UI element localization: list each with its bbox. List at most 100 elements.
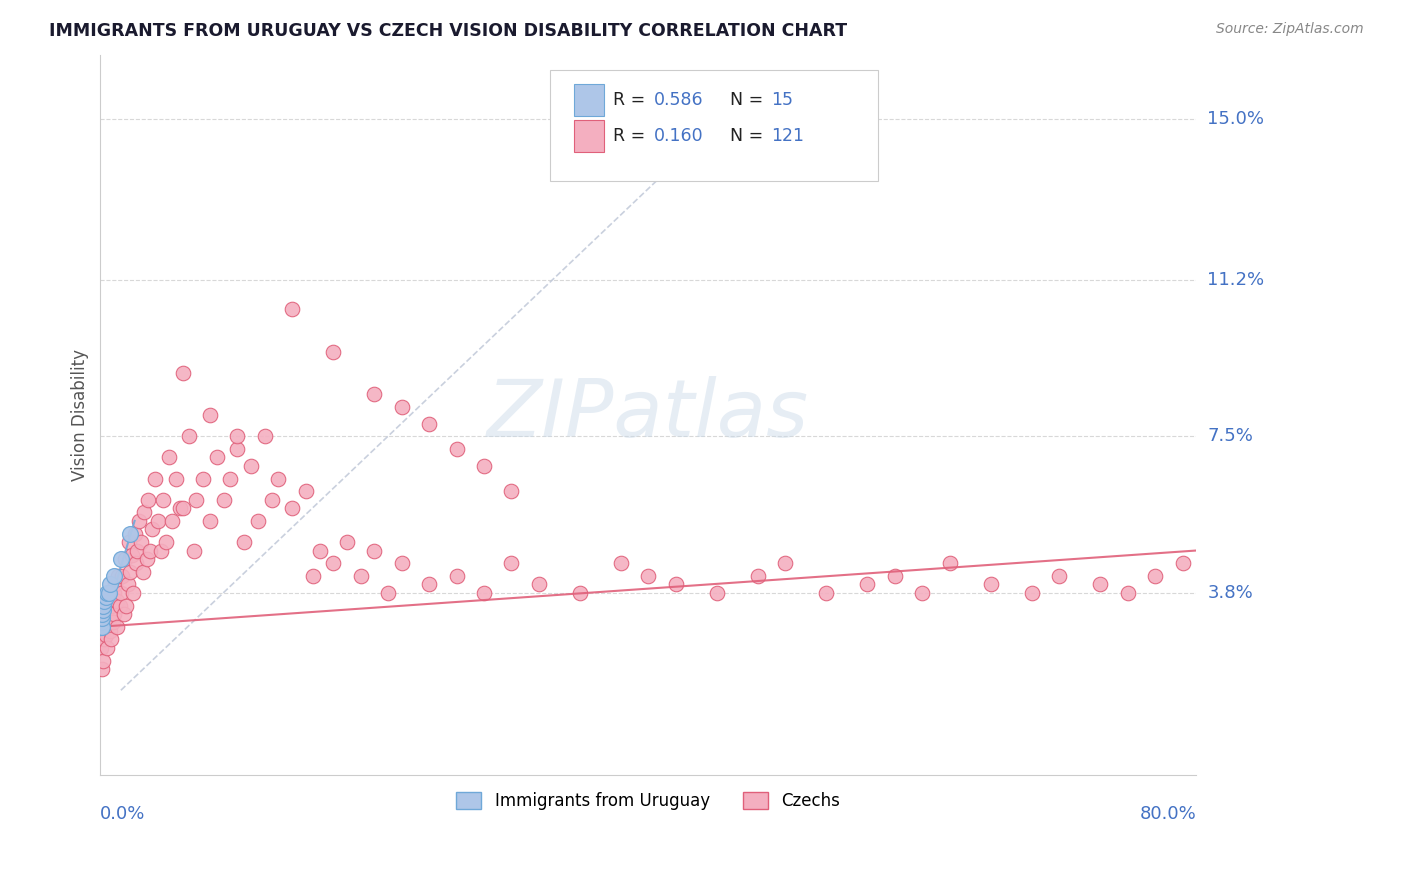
Point bbox=[96, 594, 118, 608]
Point bbox=[90, 628, 112, 642]
Point bbox=[1171, 556, 1194, 570]
Point bbox=[322, 556, 344, 570]
Point bbox=[125, 556, 148, 570]
Point bbox=[120, 526, 142, 541]
Point bbox=[124, 526, 146, 541]
Point bbox=[101, 615, 124, 630]
Bar bbox=[574, 120, 605, 153]
Point bbox=[96, 586, 118, 600]
Point bbox=[527, 577, 550, 591]
Point bbox=[110, 552, 132, 566]
Point bbox=[90, 611, 112, 625]
Point bbox=[883, 569, 905, 583]
Point bbox=[143, 471, 166, 485]
Point bbox=[149, 543, 172, 558]
Point bbox=[108, 599, 131, 613]
Point bbox=[472, 586, 495, 600]
Point bbox=[446, 569, 468, 583]
Point bbox=[128, 514, 150, 528]
Point bbox=[226, 442, 249, 456]
Point bbox=[172, 366, 194, 380]
Text: IMMIGRANTS FROM URUGUAY VS CZECH VISION DISABILITY CORRELATION CHART: IMMIGRANTS FROM URUGUAY VS CZECH VISION … bbox=[49, 22, 848, 40]
Point bbox=[637, 569, 659, 583]
Point bbox=[96, 611, 118, 625]
Point bbox=[610, 556, 633, 570]
Point bbox=[169, 501, 191, 516]
Point bbox=[112, 607, 135, 621]
Point bbox=[91, 624, 114, 638]
Y-axis label: Vision Disability: Vision Disability bbox=[72, 349, 89, 481]
Text: 121: 121 bbox=[770, 127, 804, 145]
Point bbox=[198, 514, 221, 528]
Point bbox=[93, 632, 115, 647]
Point bbox=[1144, 569, 1167, 583]
Point bbox=[446, 442, 468, 456]
Point bbox=[155, 535, 177, 549]
Point bbox=[98, 586, 121, 600]
Text: 0.586: 0.586 bbox=[654, 91, 703, 109]
Point bbox=[1116, 586, 1139, 600]
Point bbox=[90, 615, 112, 630]
Point bbox=[103, 569, 125, 583]
Point bbox=[131, 535, 153, 549]
Point bbox=[856, 577, 879, 591]
Point bbox=[186, 492, 208, 507]
Point bbox=[240, 458, 263, 473]
Point bbox=[114, 552, 136, 566]
Point bbox=[91, 599, 114, 613]
Point bbox=[90, 611, 112, 625]
Point bbox=[363, 387, 385, 401]
Point bbox=[90, 662, 112, 676]
Point bbox=[120, 565, 142, 579]
Point bbox=[122, 586, 145, 600]
Point bbox=[418, 577, 440, 591]
Text: 80.0%: 80.0% bbox=[1139, 805, 1197, 823]
Point bbox=[219, 471, 242, 485]
Point bbox=[183, 543, 205, 558]
Text: 0.0%: 0.0% bbox=[100, 805, 146, 823]
Text: 7.5%: 7.5% bbox=[1208, 427, 1253, 445]
Point bbox=[105, 620, 128, 634]
Point bbox=[91, 654, 114, 668]
Point bbox=[363, 543, 385, 558]
Point bbox=[1090, 577, 1112, 591]
Point bbox=[706, 586, 728, 600]
Text: N =: N = bbox=[731, 91, 769, 109]
Text: 11.2%: 11.2% bbox=[1208, 270, 1264, 288]
Point bbox=[308, 543, 330, 558]
Point bbox=[501, 556, 523, 570]
Point bbox=[233, 535, 256, 549]
Point bbox=[115, 599, 138, 613]
Point bbox=[94, 628, 117, 642]
Point bbox=[98, 577, 121, 591]
Point bbox=[568, 586, 591, 600]
Text: 0.160: 0.160 bbox=[654, 127, 703, 145]
Point bbox=[141, 522, 163, 536]
Point bbox=[94, 620, 117, 634]
Point bbox=[152, 492, 174, 507]
Point bbox=[93, 594, 115, 608]
Point bbox=[815, 586, 838, 600]
Point bbox=[198, 408, 221, 422]
Point bbox=[138, 543, 160, 558]
FancyBboxPatch shape bbox=[550, 70, 879, 181]
Point bbox=[377, 586, 399, 600]
Point bbox=[93, 599, 115, 613]
Text: Source: ZipAtlas.com: Source: ZipAtlas.com bbox=[1216, 22, 1364, 37]
Legend: Immigrants from Uruguay, Czechs: Immigrants from Uruguay, Czechs bbox=[450, 786, 846, 817]
Point bbox=[97, 607, 120, 621]
Point bbox=[98, 624, 121, 638]
Point bbox=[501, 484, 523, 499]
Point bbox=[349, 569, 371, 583]
Point bbox=[91, 615, 114, 630]
Point bbox=[90, 620, 112, 634]
Point bbox=[160, 514, 183, 528]
Point bbox=[938, 556, 960, 570]
Point bbox=[418, 417, 440, 431]
Point bbox=[226, 429, 249, 443]
Point bbox=[134, 505, 156, 519]
Point bbox=[90, 640, 112, 655]
Point bbox=[191, 471, 214, 485]
Point bbox=[253, 429, 276, 443]
Point bbox=[472, 458, 495, 473]
